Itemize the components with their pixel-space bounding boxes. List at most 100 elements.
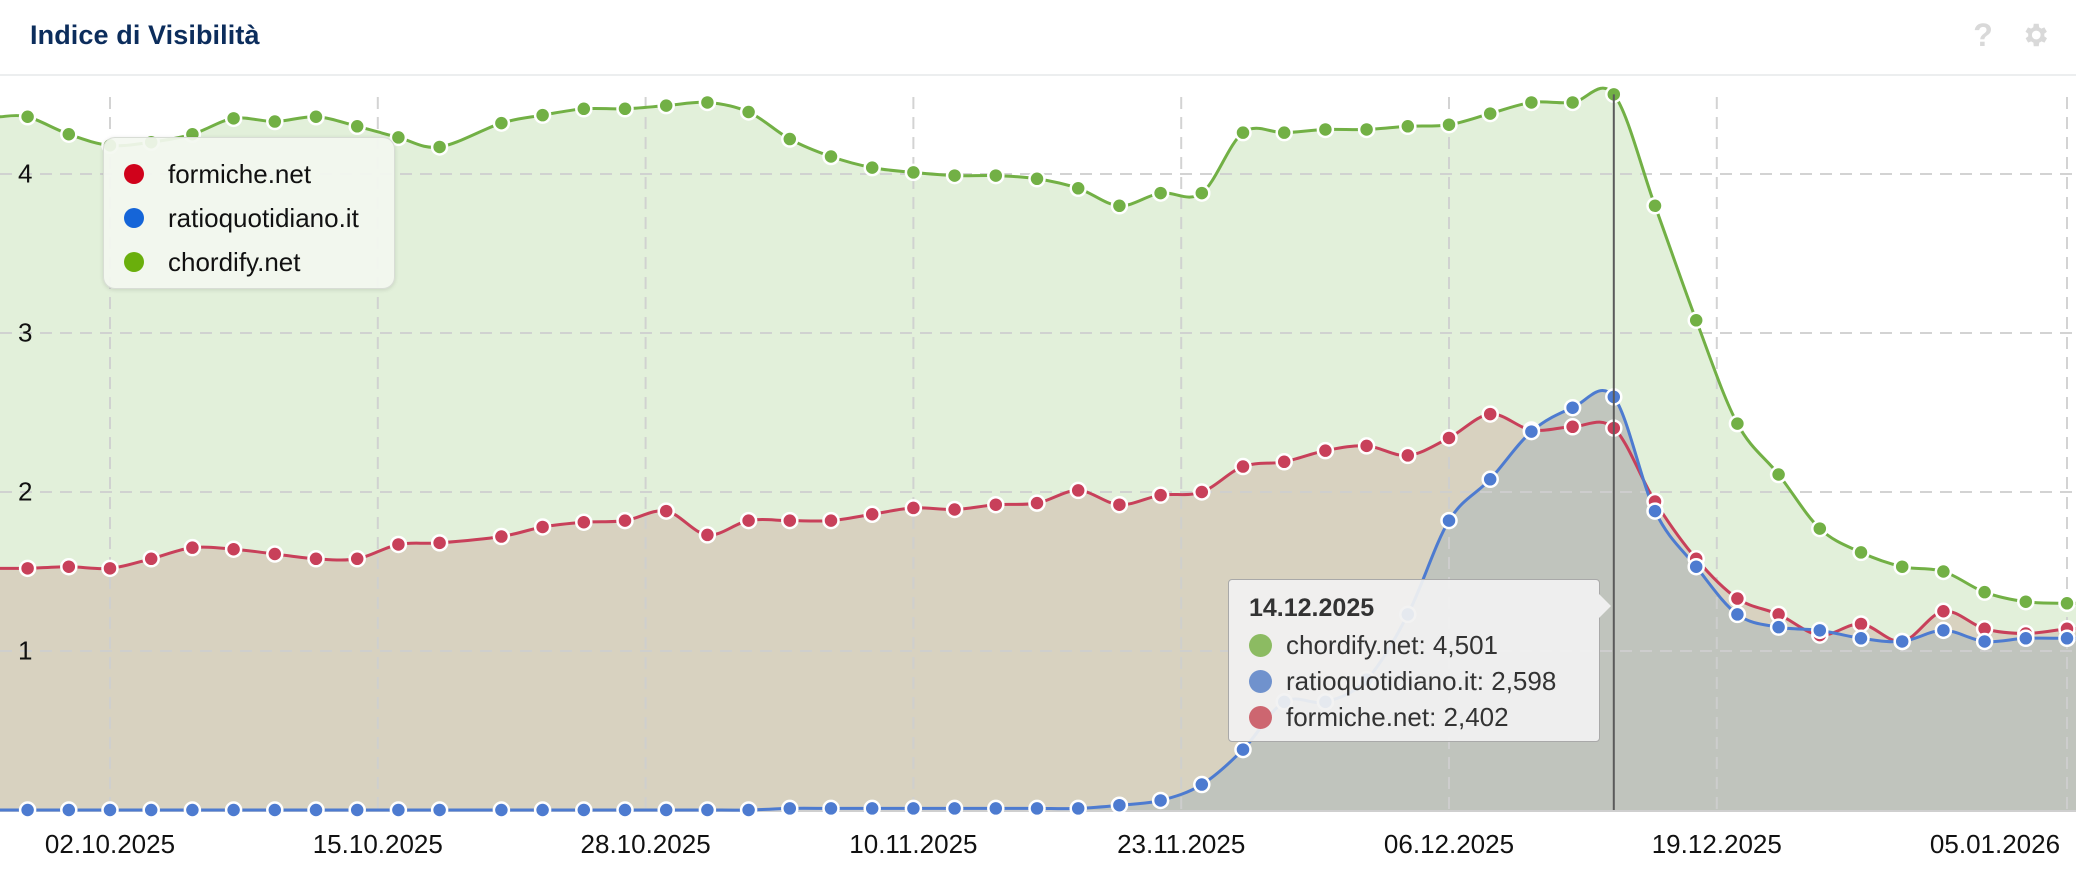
data-point[interactable]: [348, 550, 366, 568]
data-point[interactable]: [739, 801, 758, 819]
data-point[interactable]: [1852, 615, 1870, 633]
data-point[interactable]: [1110, 495, 1129, 514]
data-point[interactable]: [1563, 93, 1582, 112]
data-point[interactable]: [1316, 441, 1335, 460]
data-point[interactable]: [987, 166, 1005, 185]
data-point[interactable]: [2058, 629, 2076, 648]
data-point[interactable]: [781, 130, 799, 148]
data-point[interactable]: [1934, 602, 1953, 620]
data-point[interactable]: [183, 801, 202, 819]
data-point[interactable]: [1399, 446, 1417, 465]
data-point[interactable]: [1934, 621, 1953, 640]
data-point[interactable]: [1028, 799, 1046, 818]
data-point[interactable]: [1769, 618, 1788, 636]
data-point[interactable]: [142, 801, 160, 819]
data-point[interactable]: [533, 518, 552, 536]
data-point[interactable]: [781, 799, 799, 818]
data-point[interactable]: [1481, 104, 1499, 123]
data-point[interactable]: [533, 801, 552, 819]
legend-item-formiche[interactable]: formiche.net: [104, 152, 394, 196]
data-point[interactable]: [863, 158, 881, 177]
data-point[interactable]: [1687, 557, 1705, 576]
data-point[interactable]: [1563, 398, 1582, 417]
data-point[interactable]: [389, 128, 408, 147]
data-point[interactable]: [698, 801, 717, 819]
data-point[interactable]: [987, 495, 1005, 514]
data-point[interactable]: [1193, 483, 1211, 501]
data-point[interactable]: [2058, 594, 2076, 613]
data-point[interactable]: [1151, 184, 1170, 202]
data-point[interactable]: [1193, 184, 1211, 202]
data-point[interactable]: [1234, 457, 1252, 476]
data-point[interactable]: [1728, 589, 1747, 608]
data-point[interactable]: [945, 799, 964, 818]
data-point[interactable]: [1852, 543, 1870, 562]
data-point[interactable]: [1399, 117, 1417, 136]
data-point[interactable]: [945, 500, 964, 519]
data-point[interactable]: [822, 147, 840, 166]
data-point[interactable]: [1852, 629, 1870, 648]
data-point[interactable]: [2017, 592, 2035, 611]
data-point[interactable]: [1234, 740, 1252, 759]
data-point[interactable]: [492, 801, 511, 819]
data-point[interactable]: [1069, 799, 1087, 818]
data-point[interactable]: [575, 801, 593, 819]
data-point[interactable]: [822, 799, 840, 818]
data-point[interactable]: [1440, 511, 1458, 530]
data-point[interactable]: [739, 511, 758, 530]
data-point[interactable]: [1110, 197, 1129, 215]
data-point[interactable]: [266, 801, 284, 819]
data-point[interactable]: [224, 540, 243, 558]
data-point[interactable]: [1769, 465, 1788, 484]
data-point[interactable]: [1522, 93, 1541, 112]
data-point[interactable]: [1811, 621, 1829, 640]
data-point[interactable]: [575, 100, 593, 118]
data-point[interactable]: [1687, 311, 1705, 330]
data-point[interactable]: [1728, 414, 1747, 433]
legend-item-ratioquotidiano[interactable]: ratioquotidiano.it: [104, 196, 394, 240]
data-point[interactable]: [1069, 481, 1087, 500]
data-point[interactable]: [1522, 422, 1541, 441]
data-point[interactable]: [1028, 170, 1046, 188]
data-point[interactable]: [616, 100, 634, 118]
data-point[interactable]: [987, 799, 1005, 818]
data-point[interactable]: [945, 166, 964, 185]
data-point[interactable]: [18, 108, 37, 126]
data-point[interactable]: [657, 801, 675, 819]
data-point[interactable]: [616, 511, 634, 530]
data-point[interactable]: [348, 801, 366, 819]
data-point[interactable]: [60, 557, 78, 576]
data-point[interactable]: [307, 550, 325, 568]
data-point[interactable]: [904, 163, 923, 182]
data-point[interactable]: [1151, 486, 1170, 504]
data-point[interactable]: [1069, 179, 1087, 198]
data-point[interactable]: [616, 801, 634, 819]
data-point[interactable]: [739, 103, 758, 121]
data-point[interactable]: [1151, 791, 1170, 810]
data-point[interactable]: [1811, 519, 1829, 538]
data-point[interactable]: [1893, 557, 1911, 576]
data-point[interactable]: [389, 801, 408, 819]
data-point[interactable]: [1893, 632, 1911, 651]
data-point[interactable]: [1440, 429, 1458, 447]
data-point[interactable]: [266, 545, 284, 563]
data-point[interactable]: [1028, 494, 1046, 512]
data-point[interactable]: [698, 93, 717, 112]
data-point[interactable]: [1975, 632, 1994, 651]
data-point[interactable]: [1440, 115, 1458, 134]
data-point[interactable]: [1316, 120, 1335, 139]
data-point[interactable]: [1193, 775, 1211, 794]
data-point[interactable]: [266, 112, 284, 131]
data-point[interactable]: [822, 511, 840, 530]
data-point[interactable]: [348, 117, 366, 136]
data-point[interactable]: [657, 96, 675, 115]
data-point[interactable]: [698, 526, 717, 544]
data-point[interactable]: [430, 534, 449, 552]
data-point[interactable]: [904, 799, 923, 818]
data-point[interactable]: [18, 559, 37, 578]
data-point[interactable]: [904, 499, 923, 517]
gear-icon[interactable]: [2018, 18, 2052, 52]
data-point[interactable]: [183, 538, 202, 557]
data-point[interactable]: [1357, 437, 1376, 455]
